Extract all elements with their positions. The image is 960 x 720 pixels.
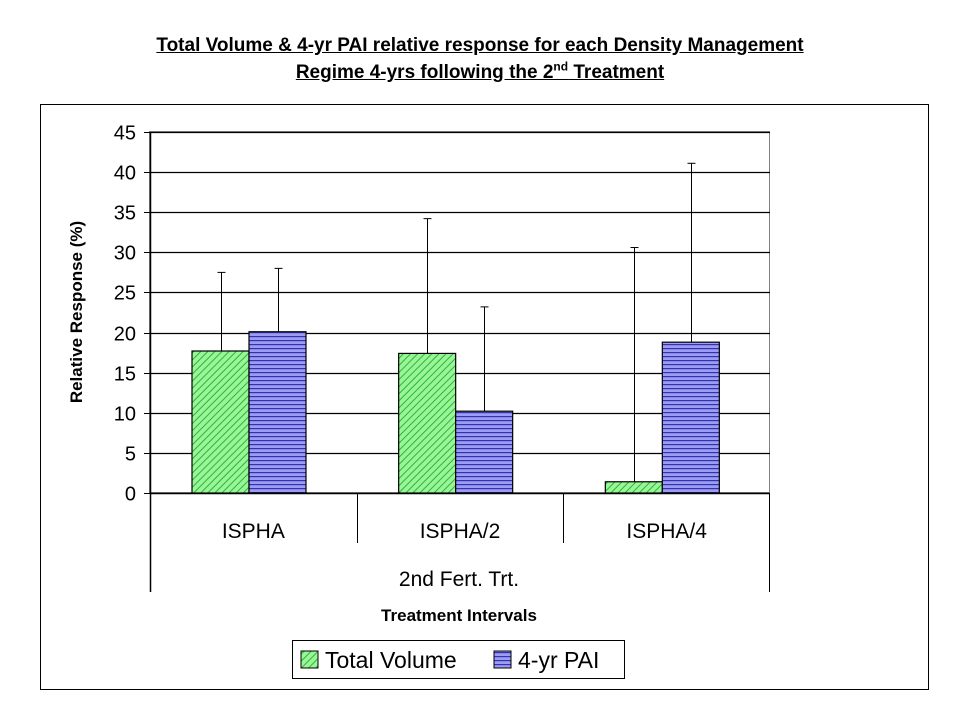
- y-tick-label: 20: [114, 324, 136, 346]
- y-tick-label: 30: [114, 243, 136, 265]
- bar: [604, 481, 663, 494]
- y-tick-label: 15: [114, 364, 136, 386]
- category-label: ISPHA/2: [420, 520, 501, 543]
- bar: [248, 331, 307, 494]
- chart-title: Total Volume & 4-yr PAI relative respons…: [0, 32, 960, 86]
- x-axis: ISPHA ISPHA/2 ISPHA/4: [149, 132, 770, 592]
- bars: [191, 331, 720, 494]
- y-tick-label: 35: [114, 203, 136, 225]
- category-label: ISPHA/4: [626, 520, 707, 543]
- y-axis-label: Relative Response (%): [67, 221, 86, 403]
- error-bars: [217, 162, 696, 482]
- title-line-2-end: Treatment: [568, 62, 665, 83]
- y-tick-label: 40: [114, 163, 136, 185]
- y-tick-label: 5: [125, 444, 136, 466]
- y-tick-label: 45: [114, 123, 136, 145]
- legend-label: 4-yr PAI: [518, 647, 599, 673]
- legend-swatch: [300, 650, 319, 669]
- title-line-1: Total Volume & 4-yr PAI relative respons…: [156, 35, 804, 56]
- category-label: ISPHA: [222, 520, 285, 543]
- bar: [191, 350, 250, 494]
- legend: Total Volume 4-yr PAI: [292, 640, 625, 679]
- legend-swatch: [493, 650, 512, 669]
- y-axis-ticks: 0 5 10 15 20 25 30 35 40 45: [114, 123, 150, 506]
- bar: [398, 352, 457, 494]
- bar: [661, 341, 720, 494]
- y-tick-label: 10: [114, 404, 136, 426]
- x-axis-label: Treatment Intervals: [381, 606, 537, 625]
- title-line-2: Regime 4-yrs following the 2nd Treatment: [295, 59, 665, 83]
- x-group-label: 2nd Fert. Trt.: [399, 568, 519, 591]
- title-superscript: nd: [553, 59, 569, 74]
- bar: [455, 410, 514, 494]
- legend-label: Total Volume: [325, 647, 457, 673]
- y-tick-label: 25: [114, 283, 136, 305]
- title-line-2-text: Regime 4-yrs following the 2: [295, 62, 554, 83]
- y-tick-label: 0: [125, 484, 136, 506]
- legend-box: [292, 640, 625, 679]
